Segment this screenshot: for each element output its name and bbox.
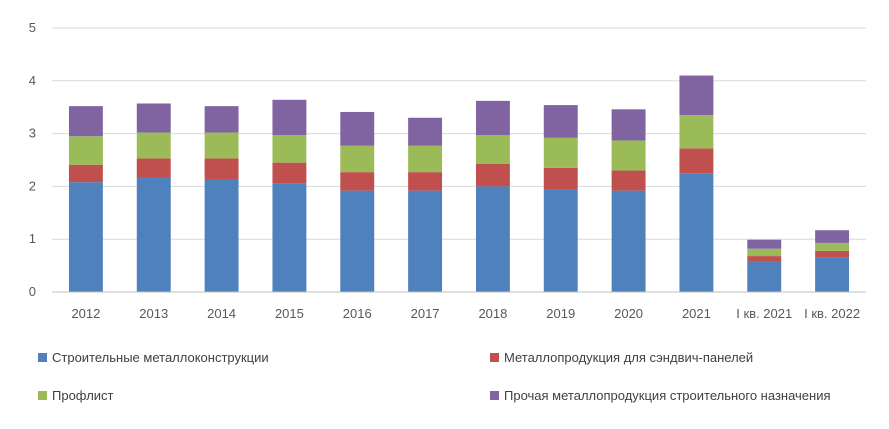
- x-tick-label: 2017: [411, 306, 440, 321]
- bar-segment-2: [204, 158, 239, 180]
- bar-segment-3: [68, 136, 103, 165]
- x-tick-label: 2014: [207, 306, 236, 321]
- legend-item: Профлист: [38, 388, 114, 403]
- bar-segment-4: [679, 75, 714, 116]
- bar-segment-1: [204, 179, 239, 292]
- bar-segment-4: [340, 111, 375, 146]
- axes: 0 1 2 3 4 5 2012 2013 2014 2015 2016 2017 2018 2019 20…: [29, 20, 866, 321]
- bar-segment-1: [68, 182, 103, 292]
- x-tick-label: 2015: [275, 306, 304, 321]
- x-tick-label: 2013: [139, 306, 168, 321]
- y-tick-label: 3: [29, 126, 36, 141]
- bar-segment-1: [747, 261, 782, 292]
- y-tick-label: 5: [29, 20, 36, 35]
- bar-segment-1: [543, 189, 578, 292]
- bars: [68, 75, 850, 292]
- bar-segment-3: [611, 140, 646, 171]
- legend-swatch: [490, 391, 499, 400]
- bar-segment-4: [747, 239, 782, 249]
- legend-swatch: [490, 353, 499, 362]
- bar-segment-1: [815, 257, 850, 292]
- bar-segment-3: [204, 132, 239, 159]
- bar-segment-1: [340, 190, 375, 292]
- x-tick-label: 2019: [546, 306, 575, 321]
- bar-segment-3: [408, 145, 443, 173]
- bar-segment-4: [272, 99, 307, 136]
- bar-segment-1: [272, 183, 307, 292]
- bar-segment-2: [136, 158, 171, 178]
- stacked-bar-chart: 0 1 2 3 4 5 2012 2013 2014 2015 2016 2017 2018 2019 20…: [29, 20, 866, 321]
- x-tick-label: 2020: [614, 306, 643, 321]
- bar-segment-2: [679, 148, 714, 174]
- legend-label: Металлопродукция для сэндвич-панелей: [504, 350, 754, 365]
- bar-segment-4: [136, 103, 171, 133]
- bar-segment-1: [475, 186, 510, 292]
- bar-segment-3: [475, 135, 510, 164]
- bar-segment-3: [543, 137, 578, 168]
- gridlines: [52, 27, 866, 240]
- legend-label: Профлист: [52, 388, 114, 403]
- bar-segment-2: [272, 162, 307, 184]
- bar-segment-2: [68, 164, 103, 183]
- bar-segment-4: [475, 100, 510, 136]
- bar-segment-2: [611, 170, 646, 191]
- x-tick-label: I кв. 2021: [736, 306, 792, 321]
- legend-item: Металлопродукция для сэндвич-панелей: [490, 350, 753, 365]
- legend-label: Строительные металлоконструкции: [52, 350, 269, 365]
- y-tick-label: 2: [29, 178, 36, 193]
- x-tick-label: 2021: [682, 306, 711, 321]
- x-tick-label: 2018: [478, 306, 507, 321]
- bar-segment-3: [815, 242, 850, 251]
- bar-segment-4: [408, 117, 443, 146]
- legend-swatch: [38, 353, 47, 362]
- bar-segment-4: [543, 105, 578, 138]
- y-tick-label: 4: [29, 73, 36, 88]
- x-tick-label: 2012: [71, 306, 100, 321]
- y-tick-label: 0: [29, 284, 36, 299]
- bar-segment-2: [815, 250, 850, 258]
- bar-segment-1: [679, 173, 714, 292]
- bar-segment-3: [340, 145, 375, 173]
- bar-segment-4: [204, 106, 239, 133]
- x-tick-label: I кв. 2022: [804, 306, 860, 321]
- legend-swatch: [38, 391, 47, 400]
- legend: Строительные металлоконструкции Металлопр…: [0, 340, 889, 420]
- bar-segment-2: [340, 172, 375, 191]
- bar-segment-2: [408, 172, 443, 191]
- bar-segment-3: [272, 135, 307, 163]
- bar-segment-3: [679, 115, 714, 149]
- legend-item: Прочая металлопродукция строительного на…: [490, 388, 831, 403]
- y-tick-label: 1: [29, 231, 36, 246]
- bar-segment-4: [815, 230, 850, 243]
- legend-label: Прочая металлопродукция строительного на…: [504, 388, 831, 403]
- bar-segment-2: [475, 163, 510, 187]
- bar-segment-2: [747, 256, 782, 262]
- bar-segment-1: [136, 177, 171, 292]
- bar-segment-2: [543, 167, 578, 190]
- bar-segment-4: [68, 106, 103, 137]
- bar-segment-3: [747, 248, 782, 257]
- bar-segment-1: [611, 190, 646, 292]
- legend-item: Строительные металлоконструкции: [38, 350, 269, 365]
- bar-segment-3: [136, 132, 171, 159]
- bar-segment-1: [408, 190, 443, 292]
- bar-segment-4: [611, 109, 646, 141]
- x-tick-label: 2016: [343, 306, 372, 321]
